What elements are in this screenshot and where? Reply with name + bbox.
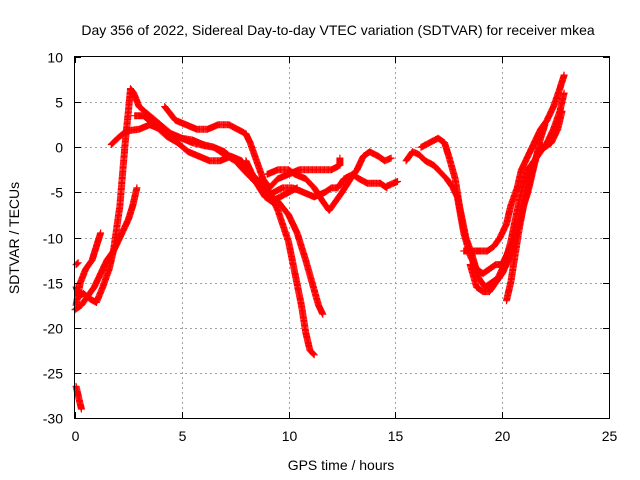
x-tick-label: 25: [602, 428, 618, 444]
y-tick-label: -20: [43, 321, 63, 337]
data-markers: [263, 148, 395, 214]
series-arc7: [263, 148, 395, 214]
y-tick-label: 5: [55, 95, 63, 111]
y-axis-label: SDTVAR / TECUs: [6, 182, 22, 294]
y-tick-label: 10: [47, 50, 63, 66]
data-layer: [71, 71, 568, 413]
series-arc4: [107, 121, 327, 318]
data-markers: [161, 103, 344, 192]
series-arc15: [72, 382, 85, 413]
chart-title: Day 356 of 2022, Sidereal Day-to-day VTE…: [81, 22, 594, 38]
y-tick-label: -5: [51, 185, 64, 201]
plot-frame: [74, 56, 610, 419]
series-arc12: [460, 71, 568, 255]
x-axis-label: GPS time / hours: [288, 457, 395, 473]
x-tick-label: 10: [282, 428, 298, 444]
y-tick-label: -30: [43, 411, 63, 427]
data-markers: [460, 71, 568, 255]
series-arc3: [72, 229, 105, 309]
series-arc16: [72, 259, 82, 269]
y-tick-label: -15: [43, 276, 63, 292]
tick-layer: 0 5 10 15 20 25 -30 -25 -20 -15 -10 -5 0 5 10: [43, 50, 618, 445]
series-arc14: [503, 121, 549, 305]
x-tick-label: 5: [179, 428, 187, 444]
data-markers: [72, 382, 85, 413]
series-arc9: [383, 178, 401, 190]
data-markers: [107, 121, 327, 318]
y-tick-label: 0: [55, 140, 63, 156]
data-markers: [242, 157, 301, 205]
data-markers: [72, 229, 105, 309]
series-arc8: [242, 157, 301, 205]
data-markers: [72, 259, 82, 269]
data-markers: [383, 178, 401, 190]
y-tick-label: -25: [43, 366, 63, 382]
grid-layer: [75, 57, 609, 418]
x-tick-label: 20: [495, 428, 511, 444]
series-arc6: [161, 103, 344, 192]
y-tick-label: -10: [43, 231, 63, 247]
x-tick-label: 0: [72, 428, 80, 444]
data-markers: [503, 121, 549, 305]
x-tick-label: 15: [388, 428, 404, 444]
